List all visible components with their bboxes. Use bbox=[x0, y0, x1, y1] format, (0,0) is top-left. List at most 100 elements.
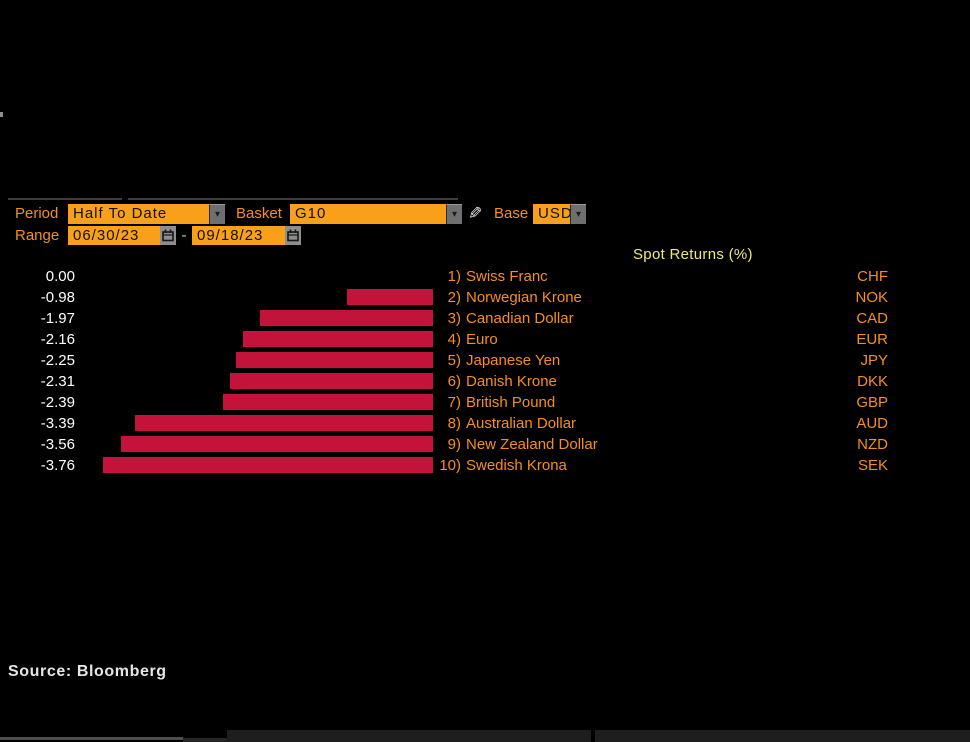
range-start-value: 06/30/23 bbox=[73, 227, 140, 244]
rank-label: 8) bbox=[447, 415, 461, 432]
currency-name[interactable]: Norwegian Krone bbox=[466, 289, 582, 306]
currency-name[interactable]: Japanese Yen bbox=[466, 352, 561, 369]
rank-label: 7) bbox=[447, 394, 461, 411]
bar-zone bbox=[75, 266, 433, 287]
value-label: -3.39 bbox=[40, 415, 75, 432]
currency-code[interactable]: AUD bbox=[856, 415, 888, 432]
rank-label: 5) bbox=[447, 352, 461, 369]
range-start-field[interactable]: 06/30/23 bbox=[68, 226, 176, 245]
bottom-bar-right bbox=[595, 730, 970, 742]
period-label: Period bbox=[15, 205, 59, 222]
calendar-icon[interactable] bbox=[160, 226, 176, 245]
bottom-divider-segment bbox=[183, 738, 227, 742]
basket-label: Basket bbox=[236, 205, 282, 222]
chart-title: Spot Returns (%) bbox=[633, 246, 753, 263]
currency-name[interactable]: New Zealand Dollar bbox=[466, 436, 598, 453]
return-bar[interactable] bbox=[347, 289, 433, 305]
value-label: 0.00 bbox=[45, 268, 75, 285]
value-label: -2.25 bbox=[40, 352, 75, 369]
bar-zone bbox=[75, 308, 433, 329]
bar-zone bbox=[75, 350, 433, 371]
chart-row: -3.76 10) Swedish Krona SEK bbox=[0, 455, 888, 476]
source-label: Source: Bloomberg bbox=[8, 663, 167, 680]
chart-row: 0.00 1) Swiss Franc CHF bbox=[0, 266, 888, 287]
rank-label: 1) bbox=[447, 268, 461, 285]
currency-code[interactable]: DKK bbox=[857, 373, 888, 390]
currency-code[interactable]: CAD bbox=[856, 310, 888, 327]
rank-label: 4) bbox=[447, 331, 461, 348]
bar-zone bbox=[75, 287, 433, 308]
bar-zone bbox=[75, 392, 433, 413]
rank-label: 10) bbox=[439, 457, 461, 474]
chart-row: -3.56 9) New Zealand Dollar NZD bbox=[0, 434, 888, 455]
range-end-value: 09/18/23 bbox=[197, 227, 264, 244]
return-bar[interactable] bbox=[223, 394, 433, 410]
basket-dropdown[interactable]: G10 ▾ bbox=[290, 204, 462, 224]
currency-name[interactable]: Canadian Dollar bbox=[466, 310, 574, 327]
chevron-down-icon[interactable]: ▾ bbox=[446, 204, 462, 224]
currency-code[interactable]: NZD bbox=[857, 436, 888, 453]
range-end-field[interactable]: 09/18/23 bbox=[192, 226, 301, 245]
currency-name[interactable]: Swiss Franc bbox=[466, 268, 548, 285]
value-label: -0.98 bbox=[40, 289, 75, 306]
base-label: Base bbox=[494, 205, 529, 222]
return-bar[interactable] bbox=[135, 415, 433, 431]
currency-code[interactable]: JPY bbox=[860, 352, 888, 369]
chart-row: -3.39 8) Australian Dollar AUD bbox=[0, 413, 888, 434]
calendar-icon[interactable] bbox=[285, 226, 301, 245]
return-bar[interactable] bbox=[121, 436, 433, 452]
rank-label: 9) bbox=[447, 436, 461, 453]
chart-rows: 0.00 1) Swiss Franc CHF -0.98 2) Norwegi… bbox=[0, 266, 888, 476]
currency-name[interactable]: Swedish Krona bbox=[466, 457, 567, 474]
currency-name[interactable]: Danish Krone bbox=[466, 373, 557, 390]
chart-row: -0.98 2) Norwegian Krone NOK bbox=[0, 287, 888, 308]
return-bar[interactable] bbox=[243, 331, 433, 347]
bar-zone bbox=[75, 413, 433, 434]
return-bar[interactable] bbox=[236, 352, 433, 368]
period-value: Half To Date bbox=[73, 205, 168, 222]
rank-label: 2) bbox=[447, 289, 461, 306]
rank-label: 3) bbox=[447, 310, 461, 327]
currency-name[interactable]: British Pound bbox=[466, 394, 556, 411]
bar-zone bbox=[75, 434, 433, 455]
base-currency-value: USD bbox=[538, 205, 570, 222]
currency-code[interactable]: NOK bbox=[855, 289, 888, 306]
chart-row: -2.31 6) Danish Krone DKK bbox=[0, 371, 888, 392]
bar-zone bbox=[75, 371, 433, 392]
bottom-divider bbox=[0, 737, 183, 740]
return-bar[interactable] bbox=[260, 310, 433, 326]
return-bar[interactable] bbox=[103, 457, 433, 473]
divider-line bbox=[128, 198, 458, 200]
currency-code[interactable]: SEK bbox=[857, 457, 888, 474]
chevron-down-icon[interactable]: ▾ bbox=[570, 204, 586, 224]
chart-row: -2.39 7) British Pound GBP bbox=[0, 392, 888, 413]
range-label: Range bbox=[15, 227, 60, 244]
value-label: -3.56 bbox=[40, 436, 75, 453]
divider-line bbox=[8, 198, 122, 200]
value-label: -2.16 bbox=[40, 331, 75, 348]
period-dropdown[interactable]: Half To Date ▾ bbox=[68, 204, 225, 224]
bottom-bar-left bbox=[227, 730, 591, 742]
currency-name[interactable]: Euro bbox=[466, 331, 498, 348]
rank-label: 6) bbox=[447, 373, 461, 390]
chart-row: -2.25 5) Japanese Yen JPY bbox=[0, 350, 888, 371]
value-label: -3.76 bbox=[40, 457, 75, 474]
currency-code[interactable]: CHF bbox=[857, 268, 888, 285]
value-label: -1.97 bbox=[40, 310, 75, 327]
left-edge-tick bbox=[0, 112, 3, 117]
edit-pencil-icon[interactable]: ✎ bbox=[468, 204, 483, 223]
chart-row: -2.16 4) Euro EUR bbox=[0, 329, 888, 350]
currency-code[interactable]: EUR bbox=[856, 331, 888, 348]
bar-zone bbox=[75, 455, 433, 476]
base-currency-dropdown[interactable]: USD ▾ bbox=[533, 204, 586, 224]
basket-value: G10 bbox=[295, 205, 327, 222]
return-bar[interactable] bbox=[230, 373, 433, 389]
bar-zone bbox=[75, 329, 433, 350]
range-separator: - bbox=[181, 227, 187, 244]
currency-name[interactable]: Australian Dollar bbox=[466, 415, 577, 432]
currency-code[interactable]: GBP bbox=[856, 394, 888, 411]
chevron-down-icon[interactable]: ▾ bbox=[209, 204, 225, 224]
value-label: -2.31 bbox=[40, 373, 75, 390]
chart-row: -1.97 3) Canadian Dollar CAD bbox=[0, 308, 888, 329]
